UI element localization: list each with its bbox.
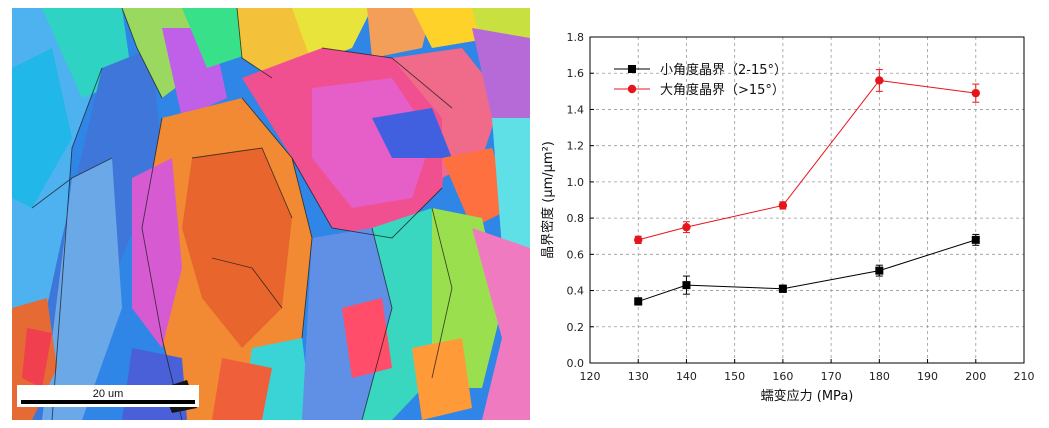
- y-tick-label: 0.0: [567, 357, 585, 370]
- plot-frame: [589, 36, 1025, 364]
- legend: 小角度晶界（2-15°） 大角度晶界（>15°）: [614, 62, 787, 98]
- data-point: [778, 201, 788, 210]
- series-2: [634, 69, 980, 245]
- legend-label: 小角度晶界（2-15°）: [660, 62, 787, 78]
- x-tick-label: 120: [580, 370, 601, 383]
- x-tick-label: 170: [821, 370, 842, 383]
- legend-marker: [627, 84, 637, 94]
- data-point: [634, 235, 643, 245]
- series-1: [634, 233, 980, 306]
- scale-bar-label: 20 um: [93, 388, 124, 400]
- legend-label: 大角度晶界（>15°）: [660, 82, 785, 98]
- axis-ticks: 120 130 140 150 160 170 180 190 200 210 0.0 0.2 0.4 0…: [567, 31, 1035, 383]
- x-tick-label: 140: [676, 370, 697, 383]
- x-tick-label: 200: [965, 370, 986, 383]
- ebsd-orientation-map: 20 um: [12, 8, 530, 420]
- x-axis-label: 蠕变应力 (MPa): [761, 388, 854, 404]
- line-chart: 120 130 140 150 160 170 180 190 200 210 0.0 0.2 0.4 0…: [540, 31, 1035, 404]
- data-point: [634, 297, 643, 306]
- x-tick-label: 160: [772, 370, 793, 383]
- data-point: [875, 266, 884, 275]
- x-tick-label: 210: [1014, 370, 1035, 383]
- y-axis-label: 晶界密度 (μm/μm²): [540, 141, 556, 259]
- series-layer: [634, 69, 980, 306]
- x-tick-label: 190: [917, 370, 938, 383]
- y-tick-label: 0.8: [567, 212, 585, 225]
- y-tick-label: 1.2: [567, 140, 585, 153]
- y-tick-label: 1.4: [567, 103, 585, 116]
- grid: [590, 37, 1024, 363]
- legend-marker: [628, 65, 636, 73]
- x-tick-label: 180: [869, 370, 890, 383]
- x-tick-label: 150: [724, 370, 745, 383]
- legend-entry-2: 大角度晶界（>15°）: [614, 82, 785, 98]
- y-tick-label: 0.6: [567, 248, 585, 261]
- scale-bar: [21, 400, 195, 404]
- y-tick-label: 0.2: [567, 321, 585, 334]
- series-line: [638, 239, 976, 302]
- grain-map-image: 20 um: [12, 8, 530, 420]
- series-line: [638, 79, 976, 241]
- y-tick-label: 1.6: [567, 67, 585, 80]
- data-point: [971, 88, 980, 98]
- data-point: [971, 235, 980, 244]
- y-tick-label: 0.4: [567, 285, 585, 298]
- data-point: [682, 281, 691, 290]
- data-point: [682, 222, 691, 232]
- y-tick-label: 1.8: [567, 31, 585, 44]
- y-tick-label: 1.0: [567, 176, 585, 189]
- legend-entry-1: 小角度晶界（2-15°）: [614, 62, 787, 78]
- x-tick-label: 130: [628, 370, 649, 383]
- data-point: [778, 284, 787, 293]
- data-point: [875, 76, 884, 85]
- chart-panel: 120 130 140 150 160 170 180 190 200 210 0.0 0.2 0.4 0…: [530, 0, 1049, 428]
